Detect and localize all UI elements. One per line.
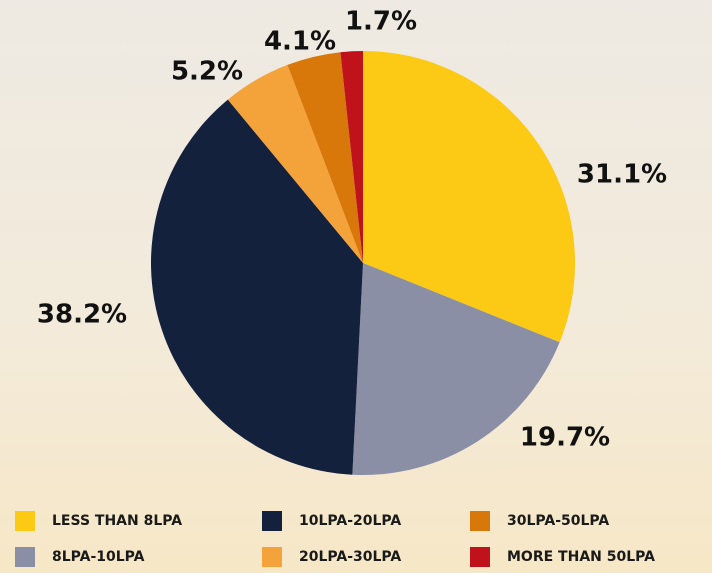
legend-swatch (262, 511, 282, 531)
legend-label: 10LPA-20LPA (299, 513, 401, 529)
pie-slice (227, 64, 363, 263)
legend-swatch (15, 511, 35, 531)
pie-slice (150, 99, 363, 475)
value-label: 31.1% (577, 160, 667, 190)
pie-slice (363, 51, 575, 343)
legend-label: MORE THAN 50LPA (507, 549, 655, 565)
legend-swatch (262, 547, 282, 567)
legend-label: LESS THAN 8LPA (52, 513, 182, 529)
value-label: 1.7% (345, 7, 417, 37)
legend-swatch (470, 511, 490, 531)
pie-slice (352, 263, 560, 475)
value-label: 5.2% (171, 57, 243, 87)
value-label: 4.1% (264, 27, 336, 57)
pie-slice (340, 51, 363, 263)
legend-swatch (470, 547, 490, 567)
legend-label: 30LPA-50LPA (507, 513, 609, 529)
legend-label: 8LPA-10LPA (52, 549, 145, 565)
legend-label: 20LPA-30LPA (299, 549, 401, 565)
legend-swatch (15, 547, 35, 567)
pie-slice (287, 52, 363, 263)
value-label: 38.2% (37, 300, 127, 330)
value-label: 19.7% (520, 423, 610, 453)
